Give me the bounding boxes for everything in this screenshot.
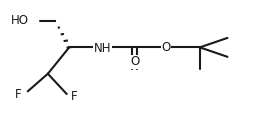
Text: HO: HO [11, 14, 29, 27]
Text: F: F [15, 87, 22, 100]
Text: O: O [161, 41, 171, 54]
Text: NH: NH [94, 42, 112, 55]
Text: O: O [130, 55, 139, 68]
Text: F: F [70, 90, 77, 103]
